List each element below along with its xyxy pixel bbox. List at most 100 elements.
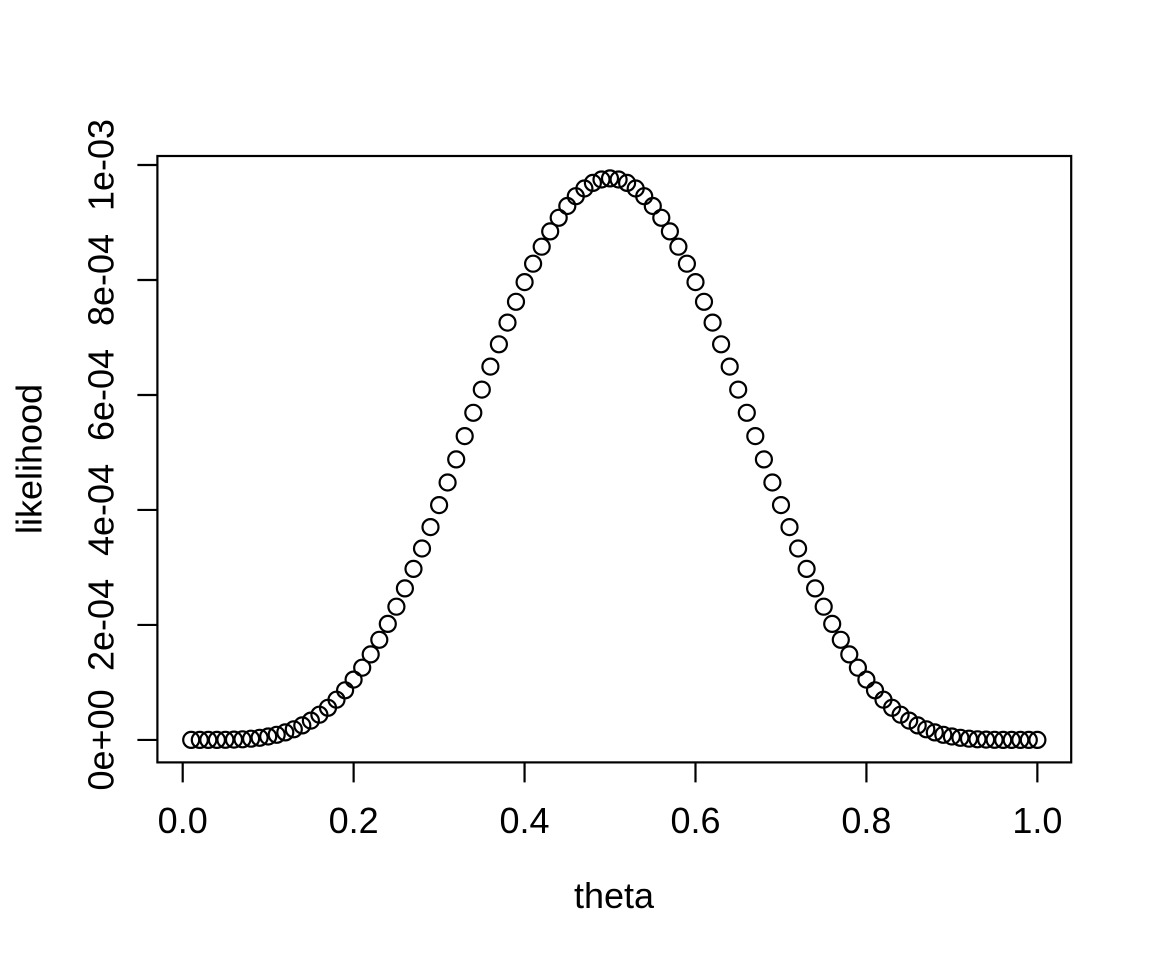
data-point <box>532 237 551 256</box>
data-point <box>669 237 688 256</box>
data-point <box>720 357 739 376</box>
data-point <box>447 450 466 469</box>
data-point <box>250 728 269 747</box>
data-point <box>729 380 748 399</box>
data-point <box>481 357 500 376</box>
data-point <box>395 579 414 598</box>
data-point <box>378 614 397 634</box>
y-tick-label: 6e-04 <box>81 349 122 441</box>
data-point <box>455 427 474 446</box>
data-point <box>182 730 201 750</box>
data-point <box>609 170 628 189</box>
y-axis: 0e+00 2e-04 4e-04 6e-04 8e-04 1e-03 <box>81 119 158 790</box>
data-point <box>1019 730 1038 750</box>
data-point <box>771 496 791 515</box>
data-point <box>583 173 603 192</box>
data-point <box>1002 730 1021 750</box>
y-tick-label: 4e-04 <box>81 464 122 556</box>
y-tick-label: 8e-04 <box>81 234 122 326</box>
data-point <box>353 658 372 677</box>
y-axis-title: likelihood <box>9 384 50 534</box>
data-point <box>216 730 235 749</box>
data-point <box>823 614 842 634</box>
y-tick-label: 2e-04 <box>81 579 122 671</box>
data-points <box>182 169 1047 750</box>
data-point <box>506 292 526 311</box>
data-point <box>464 403 483 422</box>
data-point <box>267 725 286 744</box>
x-axis-title: theta <box>574 875 655 916</box>
data-point <box>686 273 705 292</box>
data-point <box>737 403 756 422</box>
data-point <box>284 720 303 739</box>
data-point <box>600 169 620 188</box>
data-point <box>857 670 876 689</box>
x-axis: 0.0 0.2 0.4 0.6 0.8 1.0 <box>158 762 1062 841</box>
data-point <box>925 723 944 742</box>
data-point <box>412 539 432 558</box>
x-tick-label: 0.4 <box>500 800 550 841</box>
x-tick-label: 1.0 <box>1012 800 1062 841</box>
x-tick-label: 0.0 <box>158 800 208 841</box>
data-point <box>711 335 731 354</box>
data-point <box>951 728 970 747</box>
data-point <box>541 222 560 241</box>
data-point <box>788 539 808 558</box>
data-point <box>558 196 577 216</box>
data-point <box>865 681 885 700</box>
data-point <box>840 645 859 664</box>
data-point <box>643 196 662 216</box>
data-point <box>430 496 449 515</box>
data-point <box>942 727 962 746</box>
data-point <box>404 559 423 579</box>
data-point <box>498 313 517 332</box>
data-point <box>344 670 363 689</box>
data-point <box>660 222 680 241</box>
data-point <box>276 723 295 742</box>
data-point <box>968 730 987 749</box>
x-tick-label: 0.6 <box>670 800 720 841</box>
data-point <box>336 681 355 700</box>
data-point <box>199 730 218 750</box>
data-point <box>370 630 389 649</box>
data-point <box>908 716 927 735</box>
data-point <box>472 380 491 399</box>
data-point <box>976 730 996 749</box>
data-point <box>207 730 226 750</box>
data-point <box>224 730 244 749</box>
data-point <box>746 427 765 446</box>
data-point <box>763 473 782 492</box>
y-tick-label: 1e-03 <box>81 119 122 211</box>
data-point <box>421 517 440 537</box>
data-point <box>814 597 833 616</box>
data-point <box>694 292 714 311</box>
data-point <box>242 729 261 748</box>
data-point <box>387 597 406 616</box>
data-point <box>754 450 774 469</box>
data-point <box>259 727 278 746</box>
data-point <box>703 313 722 332</box>
data-point <box>515 273 534 292</box>
data-point <box>549 208 568 227</box>
data-point <box>438 473 457 492</box>
data-point <box>293 716 312 735</box>
data-point <box>848 658 868 677</box>
data-point <box>831 630 850 649</box>
data-point <box>1028 730 1047 750</box>
data-point <box>797 559 816 579</box>
x-tick-label: 0.8 <box>841 800 891 841</box>
data-point <box>959 729 979 748</box>
x-tick-label: 0.2 <box>329 800 379 841</box>
data-point <box>677 254 697 273</box>
data-point <box>489 335 508 354</box>
data-point <box>233 730 252 749</box>
data-point <box>780 517 799 537</box>
data-point <box>523 254 543 273</box>
y-tick-label: 0e+00 <box>81 689 122 790</box>
data-point <box>917 720 936 739</box>
data-point <box>652 208 671 227</box>
data-point <box>361 645 380 664</box>
data-point <box>934 725 953 744</box>
data-point <box>985 730 1004 749</box>
